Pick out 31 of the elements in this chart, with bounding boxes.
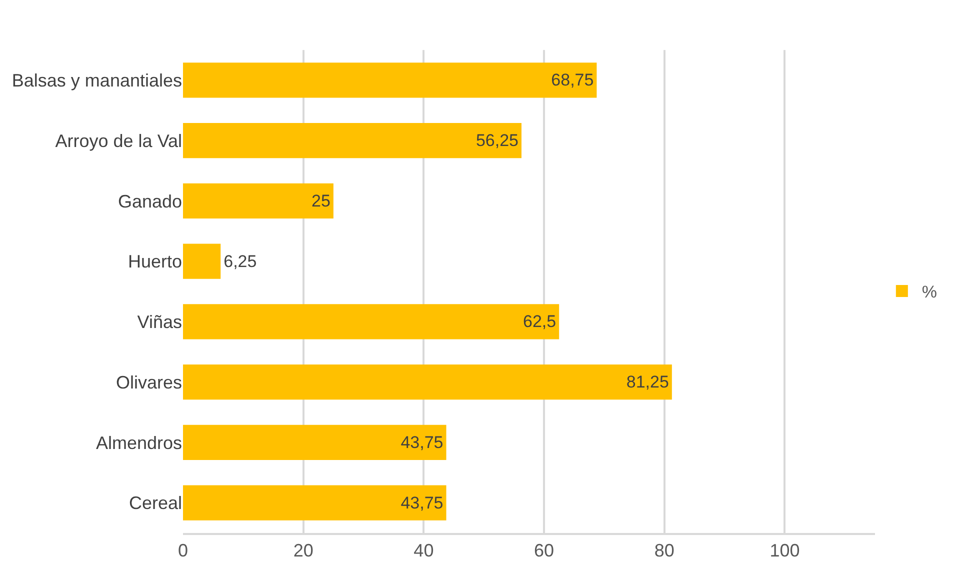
y-tick-label: Almendros xyxy=(96,432,182,453)
x-tick-label: 40 xyxy=(414,540,434,560)
y-tick-label: Huerto xyxy=(128,252,182,272)
bar xyxy=(183,424,446,460)
data-label: 81,25 xyxy=(626,372,669,392)
data-label: 43,75 xyxy=(400,432,444,452)
bar xyxy=(183,485,446,520)
data-label: 62,5 xyxy=(522,312,556,332)
y-tick-label: Ganado xyxy=(118,191,182,212)
bar xyxy=(183,183,334,218)
y-tick-label: Balsas y manantiales xyxy=(12,70,182,90)
y-tick-label: Arroyo de la Val xyxy=(55,130,182,151)
data-label: 6,25 xyxy=(224,252,257,271)
x-tick-label: 80 xyxy=(654,540,674,560)
bar xyxy=(183,123,522,158)
bar xyxy=(183,244,221,279)
legend-label: % xyxy=(922,282,938,302)
bar xyxy=(183,62,597,98)
bar xyxy=(183,364,672,400)
bar xyxy=(183,304,560,340)
data-label: 25 xyxy=(312,191,330,210)
y-tick-label: Cereal xyxy=(128,493,182,514)
x-tick-label: 60 xyxy=(534,540,554,560)
x-tick-label: 20 xyxy=(293,540,314,560)
x-tick-label: 100 xyxy=(770,540,800,560)
data-label: 43,75 xyxy=(400,493,444,512)
y-tick-label: Olivares xyxy=(116,372,182,392)
data-label: 56,25 xyxy=(476,131,518,150)
data-label: 68,75 xyxy=(551,70,594,90)
y-tick-label: Viñas xyxy=(137,312,182,332)
x-tick-label: 0 xyxy=(178,540,188,560)
